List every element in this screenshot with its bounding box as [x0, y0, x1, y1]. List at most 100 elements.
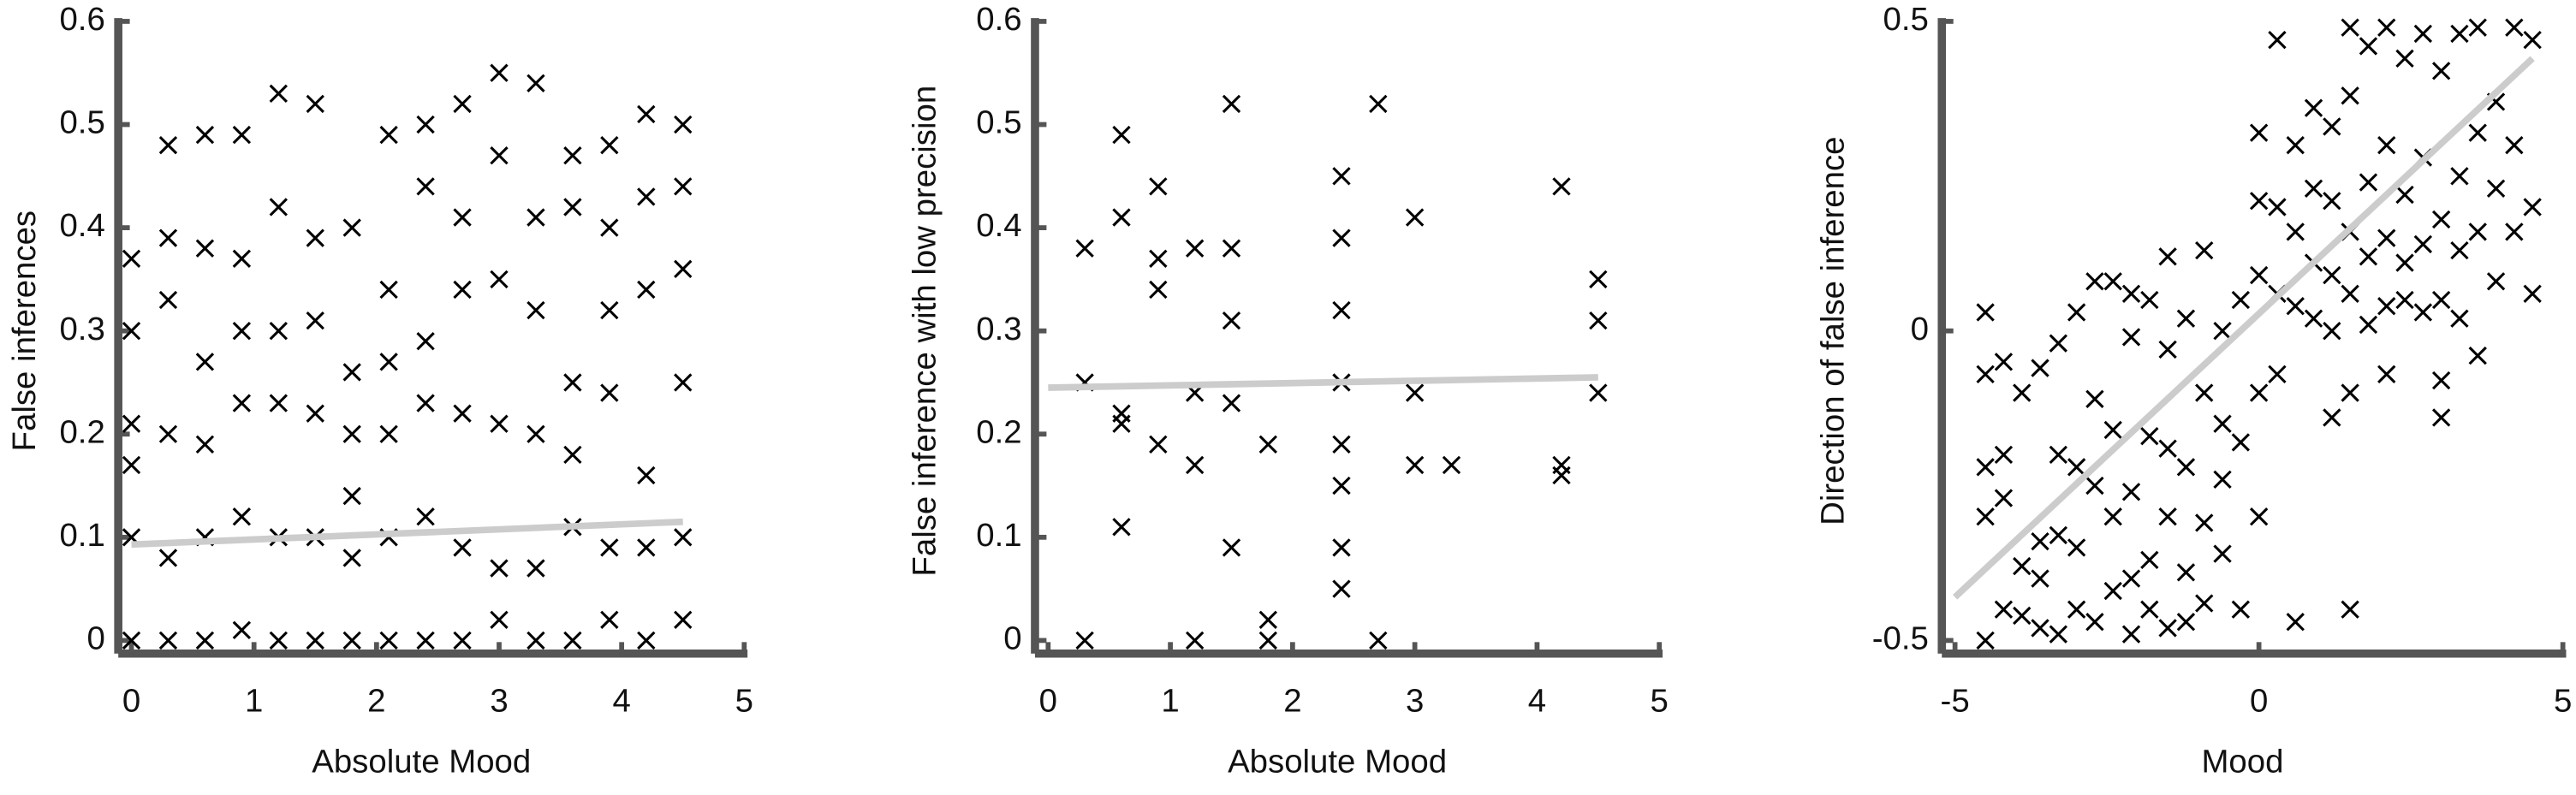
- y-tick-label: 0: [1911, 311, 1929, 347]
- point: [2195, 594, 2214, 613]
- x-tick-label: 5: [2554, 682, 2572, 719]
- y-tick-label: 0.3: [59, 311, 104, 347]
- point: [195, 125, 215, 145]
- point: [2377, 135, 2396, 155]
- x-tick-label: 3: [490, 682, 508, 719]
- point: [1222, 538, 1241, 557]
- point: [1589, 311, 1608, 330]
- point: [1149, 177, 1168, 196]
- point: [490, 63, 509, 82]
- point: [2468, 123, 2487, 142]
- point: [2067, 458, 2086, 477]
- point: [306, 631, 324, 650]
- point: [1075, 631, 1094, 650]
- point: [1976, 458, 1995, 477]
- point: [1222, 311, 1241, 330]
- point: [2085, 389, 2104, 408]
- point: [1405, 208, 1425, 227]
- point: [2031, 619, 2049, 638]
- point: [2505, 222, 2524, 241]
- point: [342, 363, 361, 382]
- fit-line: [131, 518, 683, 549]
- point: [2359, 37, 2378, 56]
- point: [2195, 513, 2214, 532]
- point: [1258, 631, 1277, 650]
- point: [2140, 290, 2159, 310]
- point: [1185, 455, 1205, 475]
- point: [122, 249, 141, 268]
- point: [1332, 579, 1351, 598]
- point: [2304, 309, 2323, 328]
- x-tick-label: 2: [1283, 682, 1301, 719]
- x-tick-label: 5: [1651, 682, 1669, 719]
- y-tick-label: 0.6: [59, 1, 104, 38]
- point: [2140, 426, 2159, 446]
- point: [2323, 265, 2341, 285]
- point: [2013, 383, 2032, 402]
- point: [2341, 86, 2359, 105]
- point: [2103, 420, 2122, 440]
- x-axis-label: Absolute Mood: [312, 743, 531, 780]
- point: [2323, 408, 2341, 427]
- point: [637, 187, 656, 206]
- point: [306, 311, 324, 330]
- point: [1149, 249, 1168, 268]
- point: [600, 383, 619, 402]
- y-axis-label: Direction of false inference: [1815, 137, 1852, 525]
- point: [2523, 198, 2542, 217]
- point: [269, 198, 288, 217]
- y-tick-label: 0: [1003, 620, 1021, 657]
- point: [527, 631, 545, 650]
- x-tick-label: -5: [1941, 682, 1970, 719]
- point: [2431, 210, 2451, 229]
- point: [2085, 613, 2104, 632]
- point: [453, 94, 472, 114]
- point: [2140, 550, 2159, 570]
- point: [2286, 297, 2305, 316]
- point: [2158, 247, 2177, 266]
- point: [2213, 470, 2232, 489]
- point: [1149, 280, 1168, 300]
- point: [306, 404, 324, 423]
- point: [2121, 625, 2141, 644]
- y-tick-label: 0.6: [976, 1, 1021, 38]
- x-tick-label: 5: [735, 682, 753, 719]
- x-axis-label: Absolute Mood: [1228, 743, 1447, 780]
- point: [342, 486, 361, 506]
- point: [2268, 30, 2287, 50]
- point: [2341, 383, 2359, 402]
- point: [637, 466, 656, 485]
- point: [453, 631, 472, 650]
- point: [2341, 600, 2359, 619]
- point: [1332, 228, 1351, 247]
- point: [637, 104, 656, 124]
- point: [306, 228, 324, 247]
- x-tick-label: 3: [1406, 682, 1424, 719]
- point: [2505, 135, 2524, 155]
- y-axis-label: False inferences: [6, 211, 43, 452]
- point: [2103, 507, 2122, 526]
- point: [1332, 167, 1351, 186]
- point: [2067, 538, 2086, 557]
- point: [1405, 383, 1425, 402]
- point: [490, 270, 509, 289]
- point: [1258, 435, 1277, 454]
- x-tick-label: 0: [122, 682, 140, 719]
- x-tick-label: 1: [245, 682, 263, 719]
- point: [1332, 300, 1351, 320]
- point: [2231, 433, 2251, 452]
- point: [1976, 631, 1995, 650]
- point: [563, 198, 582, 217]
- point: [600, 218, 619, 237]
- point: [1332, 538, 1351, 557]
- point: [2049, 625, 2068, 644]
- point: [2249, 383, 2269, 402]
- point: [232, 125, 252, 145]
- point: [453, 280, 472, 300]
- point: [269, 631, 288, 650]
- point: [1552, 466, 1571, 485]
- point: [2067, 303, 2086, 322]
- point: [1185, 631, 1205, 650]
- point: [527, 300, 545, 320]
- point: [2103, 272, 2122, 291]
